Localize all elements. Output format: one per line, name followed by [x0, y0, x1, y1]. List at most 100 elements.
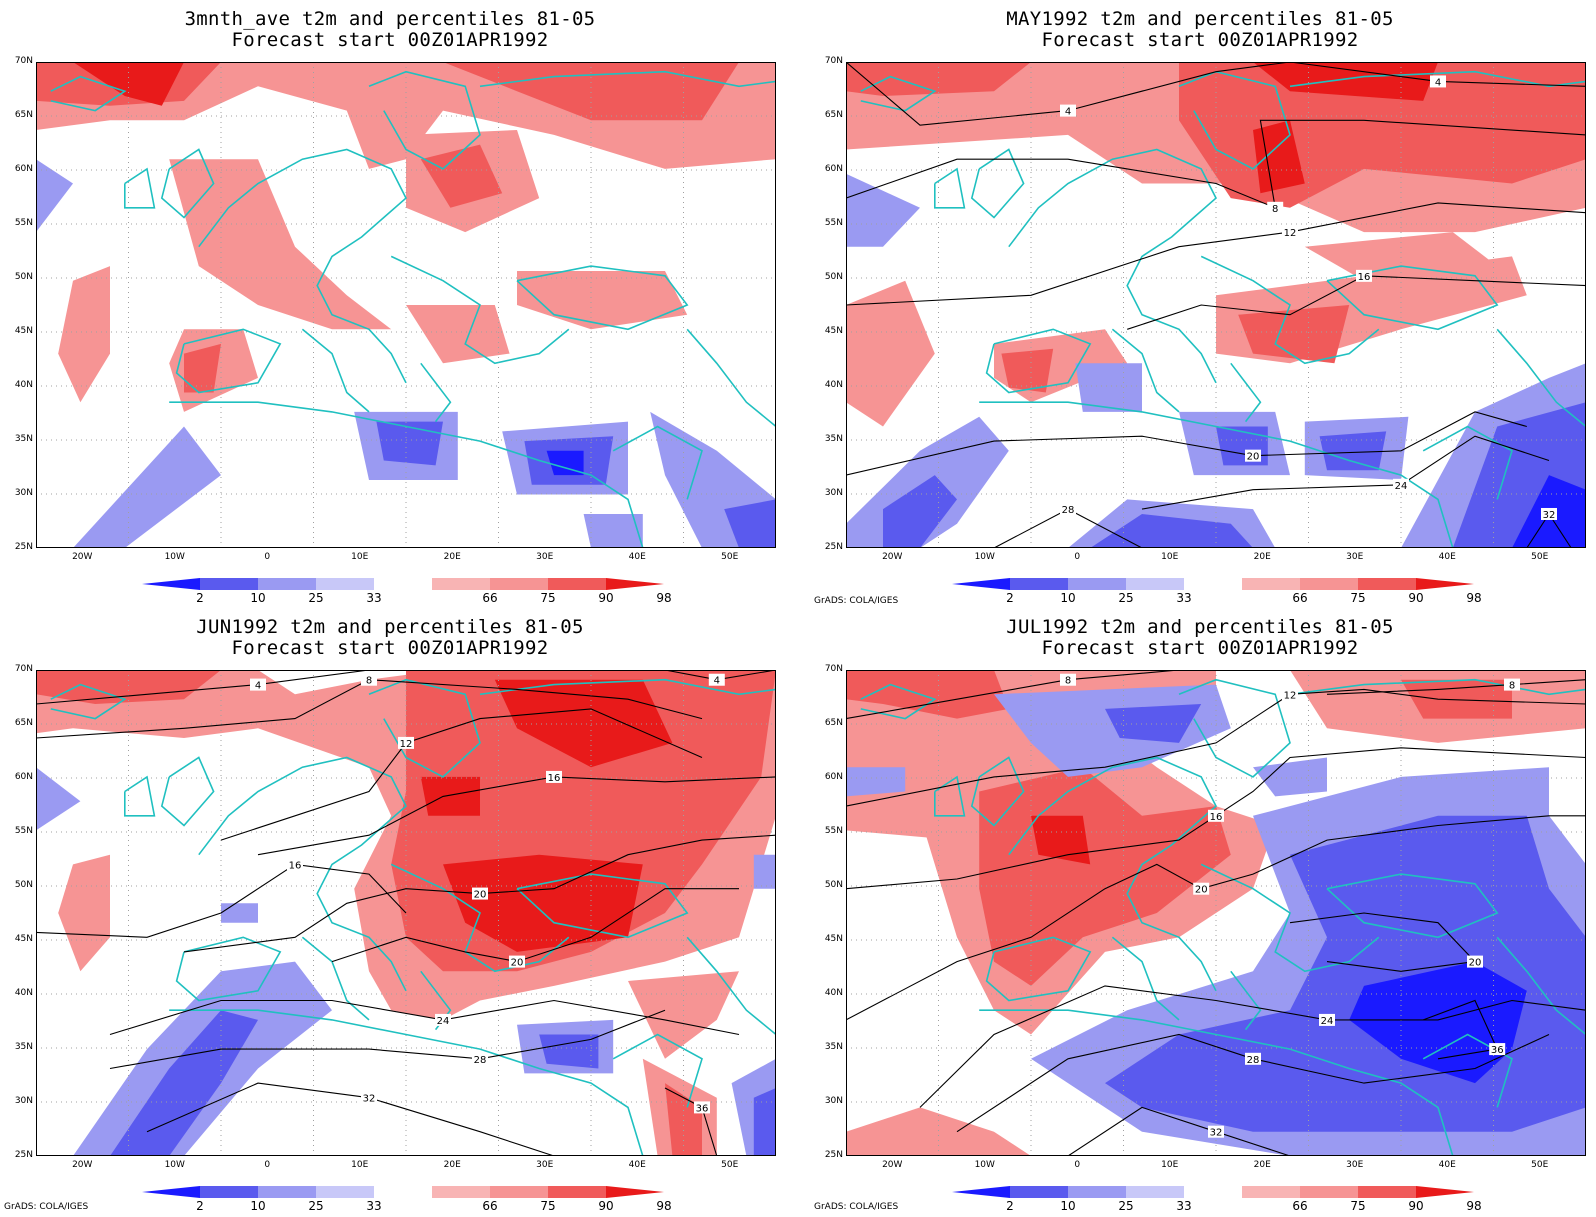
credit-text: GrADS: COLA/IGES [814, 596, 899, 606]
contour-label-box [287, 858, 303, 871]
contour-label-box [546, 770, 562, 783]
isotherm-contour [36, 863, 407, 938]
latitude-label: 55N [824, 826, 843, 836]
percentile-shading-b2 [846, 767, 906, 797]
panel-title-line2: Forecast start 00Z01APR1992 [1041, 637, 1359, 659]
isotherm-contour [846, 670, 1180, 720]
colorbar-segment-r2 [490, 1186, 548, 1198]
percentile-shading-r2 [58, 854, 110, 972]
contour-label: 4 [714, 676, 720, 687]
contour-label: 12 [1284, 228, 1297, 239]
coastline [979, 1009, 1454, 1156]
map-frame [36, 670, 776, 1156]
latitude-label: 55N [14, 218, 33, 228]
panel-title-line1: JUN1992 t2m and percentiles 81-05 [196, 616, 584, 638]
latitude-label: 60N [14, 772, 33, 782]
credit-text: GrADS: COLA/IGES [4, 1202, 89, 1212]
longitude-label: 30E [536, 1160, 554, 1170]
latitude-label: 40N [14, 988, 33, 998]
latitude-label: 65N [14, 110, 33, 120]
longitude-label: 40E [1438, 1160, 1456, 1170]
colorbar-svg [142, 578, 664, 590]
contour-label: 28 [474, 1055, 487, 1066]
contour-label: 4 [1435, 77, 1441, 88]
coastline [686, 328, 776, 428]
latitude-label: 70N [14, 664, 33, 674]
contour-label: 20 [1247, 452, 1260, 463]
colorbar-segment-r1 [1242, 578, 1300, 590]
longitude-label: 50E [721, 1160, 739, 1170]
coastline [301, 328, 370, 413]
contour-label: 28 [1062, 505, 1075, 516]
percentile-shading-r2 [517, 271, 688, 330]
contour-label: 20 [1195, 885, 1208, 896]
percentile-shading-r3 [846, 670, 1009, 719]
percentile-shading-r2 [846, 1107, 1031, 1156]
contour-label-box [1245, 1052, 1261, 1065]
coastline [860, 683, 937, 720]
colorbar-segment-b4 [142, 578, 200, 590]
isotherm-contour [919, 985, 1586, 1108]
colorbar-label: 66 [1292, 1199, 1308, 1213]
contour-label: 24 [1395, 481, 1408, 492]
latitude-label: 40N [824, 380, 843, 390]
colorbar-segment-b1 [316, 578, 374, 590]
latitude-label: 40N [824, 988, 843, 998]
isotherm-contour [1127, 275, 1586, 330]
colorbar-label: 90 [598, 591, 614, 605]
longitude-label: 0 [264, 552, 271, 562]
colorbar-segment-white [374, 578, 432, 590]
longitude-label: 40E [628, 552, 646, 562]
percentile-map-svg: 4 4 8 12 16 20 24 28 32 [846, 62, 1586, 548]
map-frame [36, 62, 776, 548]
contour-label: 36 [696, 1103, 709, 1114]
percentile-shading-b4 [1349, 961, 1527, 1084]
contour-label: 4 [1065, 107, 1071, 118]
contour-label-box [1489, 1043, 1506, 1056]
map-panel-jun1992: JUN1992 t2m and percentiles 81-05 Foreca… [0, 606, 780, 1213]
panel-title-line1: 3mnth_ave t2m and percentiles 81-05 [184, 8, 596, 30]
coastline [970, 756, 1025, 827]
contour-label-box [1208, 809, 1224, 822]
percentile-map-svg [36, 62, 776, 548]
contour-label: 4 [255, 681, 261, 692]
latitude-label: 30N [824, 1096, 843, 1106]
coastline [420, 362, 452, 423]
colorbar-segment-b3 [200, 1186, 258, 1198]
percentile-shading-r3 [36, 670, 221, 704]
percentile-shading-b2 [73, 426, 221, 548]
colorbar-label: 66 [1292, 591, 1308, 605]
colorbar-segment-r1 [432, 1186, 490, 1198]
percentile-shading-b3 [724, 499, 776, 548]
colorbar-svg [952, 578, 1474, 590]
contour-label: 16 [289, 860, 302, 871]
coastline [390, 255, 570, 365]
colorbar: 2 10 25 33 66 75 90 98 [948, 1183, 1488, 1217]
longitude-label: 20W [72, 1160, 93, 1170]
colorbar-label: 10 [1060, 1199, 1076, 1213]
longitude-label: 20W [72, 552, 93, 562]
latitude-label: 30N [824, 488, 843, 498]
latitude-label: 25N [14, 1150, 33, 1160]
contour-label-box [361, 673, 377, 686]
longitude-label: 10E [351, 552, 369, 562]
coastline [160, 756, 215, 827]
percentile-shading-r3 [1238, 305, 1350, 364]
percentile-shading-b3 [1319, 431, 1387, 471]
latitude-label: 35N [824, 434, 843, 444]
coastline [1289, 70, 1586, 88]
coastline [1422, 425, 1513, 500]
contour-label: 32 [1210, 1128, 1223, 1139]
coastline [1326, 873, 1499, 939]
percentile-shading-r4 [443, 854, 643, 952]
coastline [1230, 362, 1262, 423]
map-area: 8 8 12 16 20 20 24 28 32 36 [846, 670, 1586, 1156]
coastline [934, 167, 966, 209]
percentile-shading-b3 [1105, 704, 1202, 743]
percentile-shading-b3 [753, 1088, 776, 1156]
colorbar-label: 33 [1176, 1199, 1192, 1213]
longitude-label: 10W [164, 1160, 185, 1170]
percentile-shading-r4 [1253, 62, 1438, 101]
colorbar-label: 90 [598, 1199, 614, 1213]
colorbar-label: 75 [1350, 591, 1366, 605]
